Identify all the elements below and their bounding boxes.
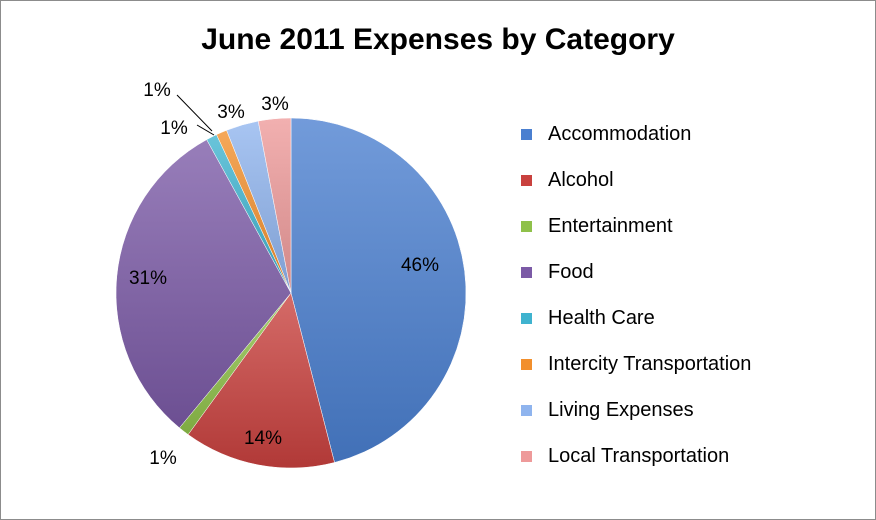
data-label-alcohol: 14% (244, 428, 282, 449)
legend-label-local-transportation: Local Transportation (548, 444, 730, 467)
leader-line-health-care (196, 124, 215, 136)
legend-swatch-health-care (521, 312, 532, 324)
pie-slice-accommodation (290, 117, 467, 463)
legend-label-entertainment: Entertainment (548, 214, 673, 237)
data-label-accommodation: 46% (401, 255, 439, 276)
data-label-entertainment: 1% (149, 448, 177, 469)
legend-swatch-living-expenses (521, 404, 532, 416)
legend-item-health-care: Health Care (521, 295, 751, 341)
chart-title: June 2011 Expenses by Category (201, 23, 675, 56)
legend: Accommodation Alcohol Entertainment Food Hea… (521, 111, 751, 479)
legend-item-entertainment: Entertainment (521, 203, 751, 249)
legend-swatch-local-transportation (521, 450, 532, 462)
legend-label-food: Food (548, 260, 594, 283)
data-label-food: 31% (129, 268, 167, 289)
legend-label-living-expenses: Living Expenses (548, 398, 694, 421)
legend-swatch-alcohol (521, 174, 532, 186)
legend-item-accommodation: Accommodation (521, 111, 751, 157)
legend-swatch-accommodation (521, 128, 532, 140)
pie-slice-food (115, 139, 292, 429)
legend-label-alcohol: Alcohol (548, 168, 614, 191)
legend-swatch-food (521, 266, 532, 278)
legend-swatch-entertainment (521, 220, 532, 232)
data-label-local-transportation: 3% (261, 94, 289, 115)
legend-label-accommodation: Accommodation (548, 122, 692, 145)
data-label-living-expenses: 3% (217, 102, 245, 123)
legend-item-local-transportation: Local Transportation (521, 433, 751, 479)
legend-item-food: Food (521, 249, 751, 295)
legend-label-intercity-transportation: Intercity Transportation (548, 352, 752, 375)
legend-item-intercity-transportation: Intercity Transportation (521, 341, 751, 387)
leader-line-intercity-transportation (176, 94, 213, 132)
legend-item-living-expenses: Living Expenses (521, 387, 751, 433)
pie-slice-local-transportation (257, 117, 292, 294)
legend-swatch-intercity-transportation (521, 358, 532, 370)
data-label-intercity-transportation: 1% (143, 80, 171, 101)
pie-slice-alcohol (187, 292, 335, 469)
legend-label-health-care: Health Care (548, 306, 655, 329)
legend-item-alcohol: Alcohol (521, 157, 751, 203)
data-label-health-care: 1% (160, 118, 188, 139)
